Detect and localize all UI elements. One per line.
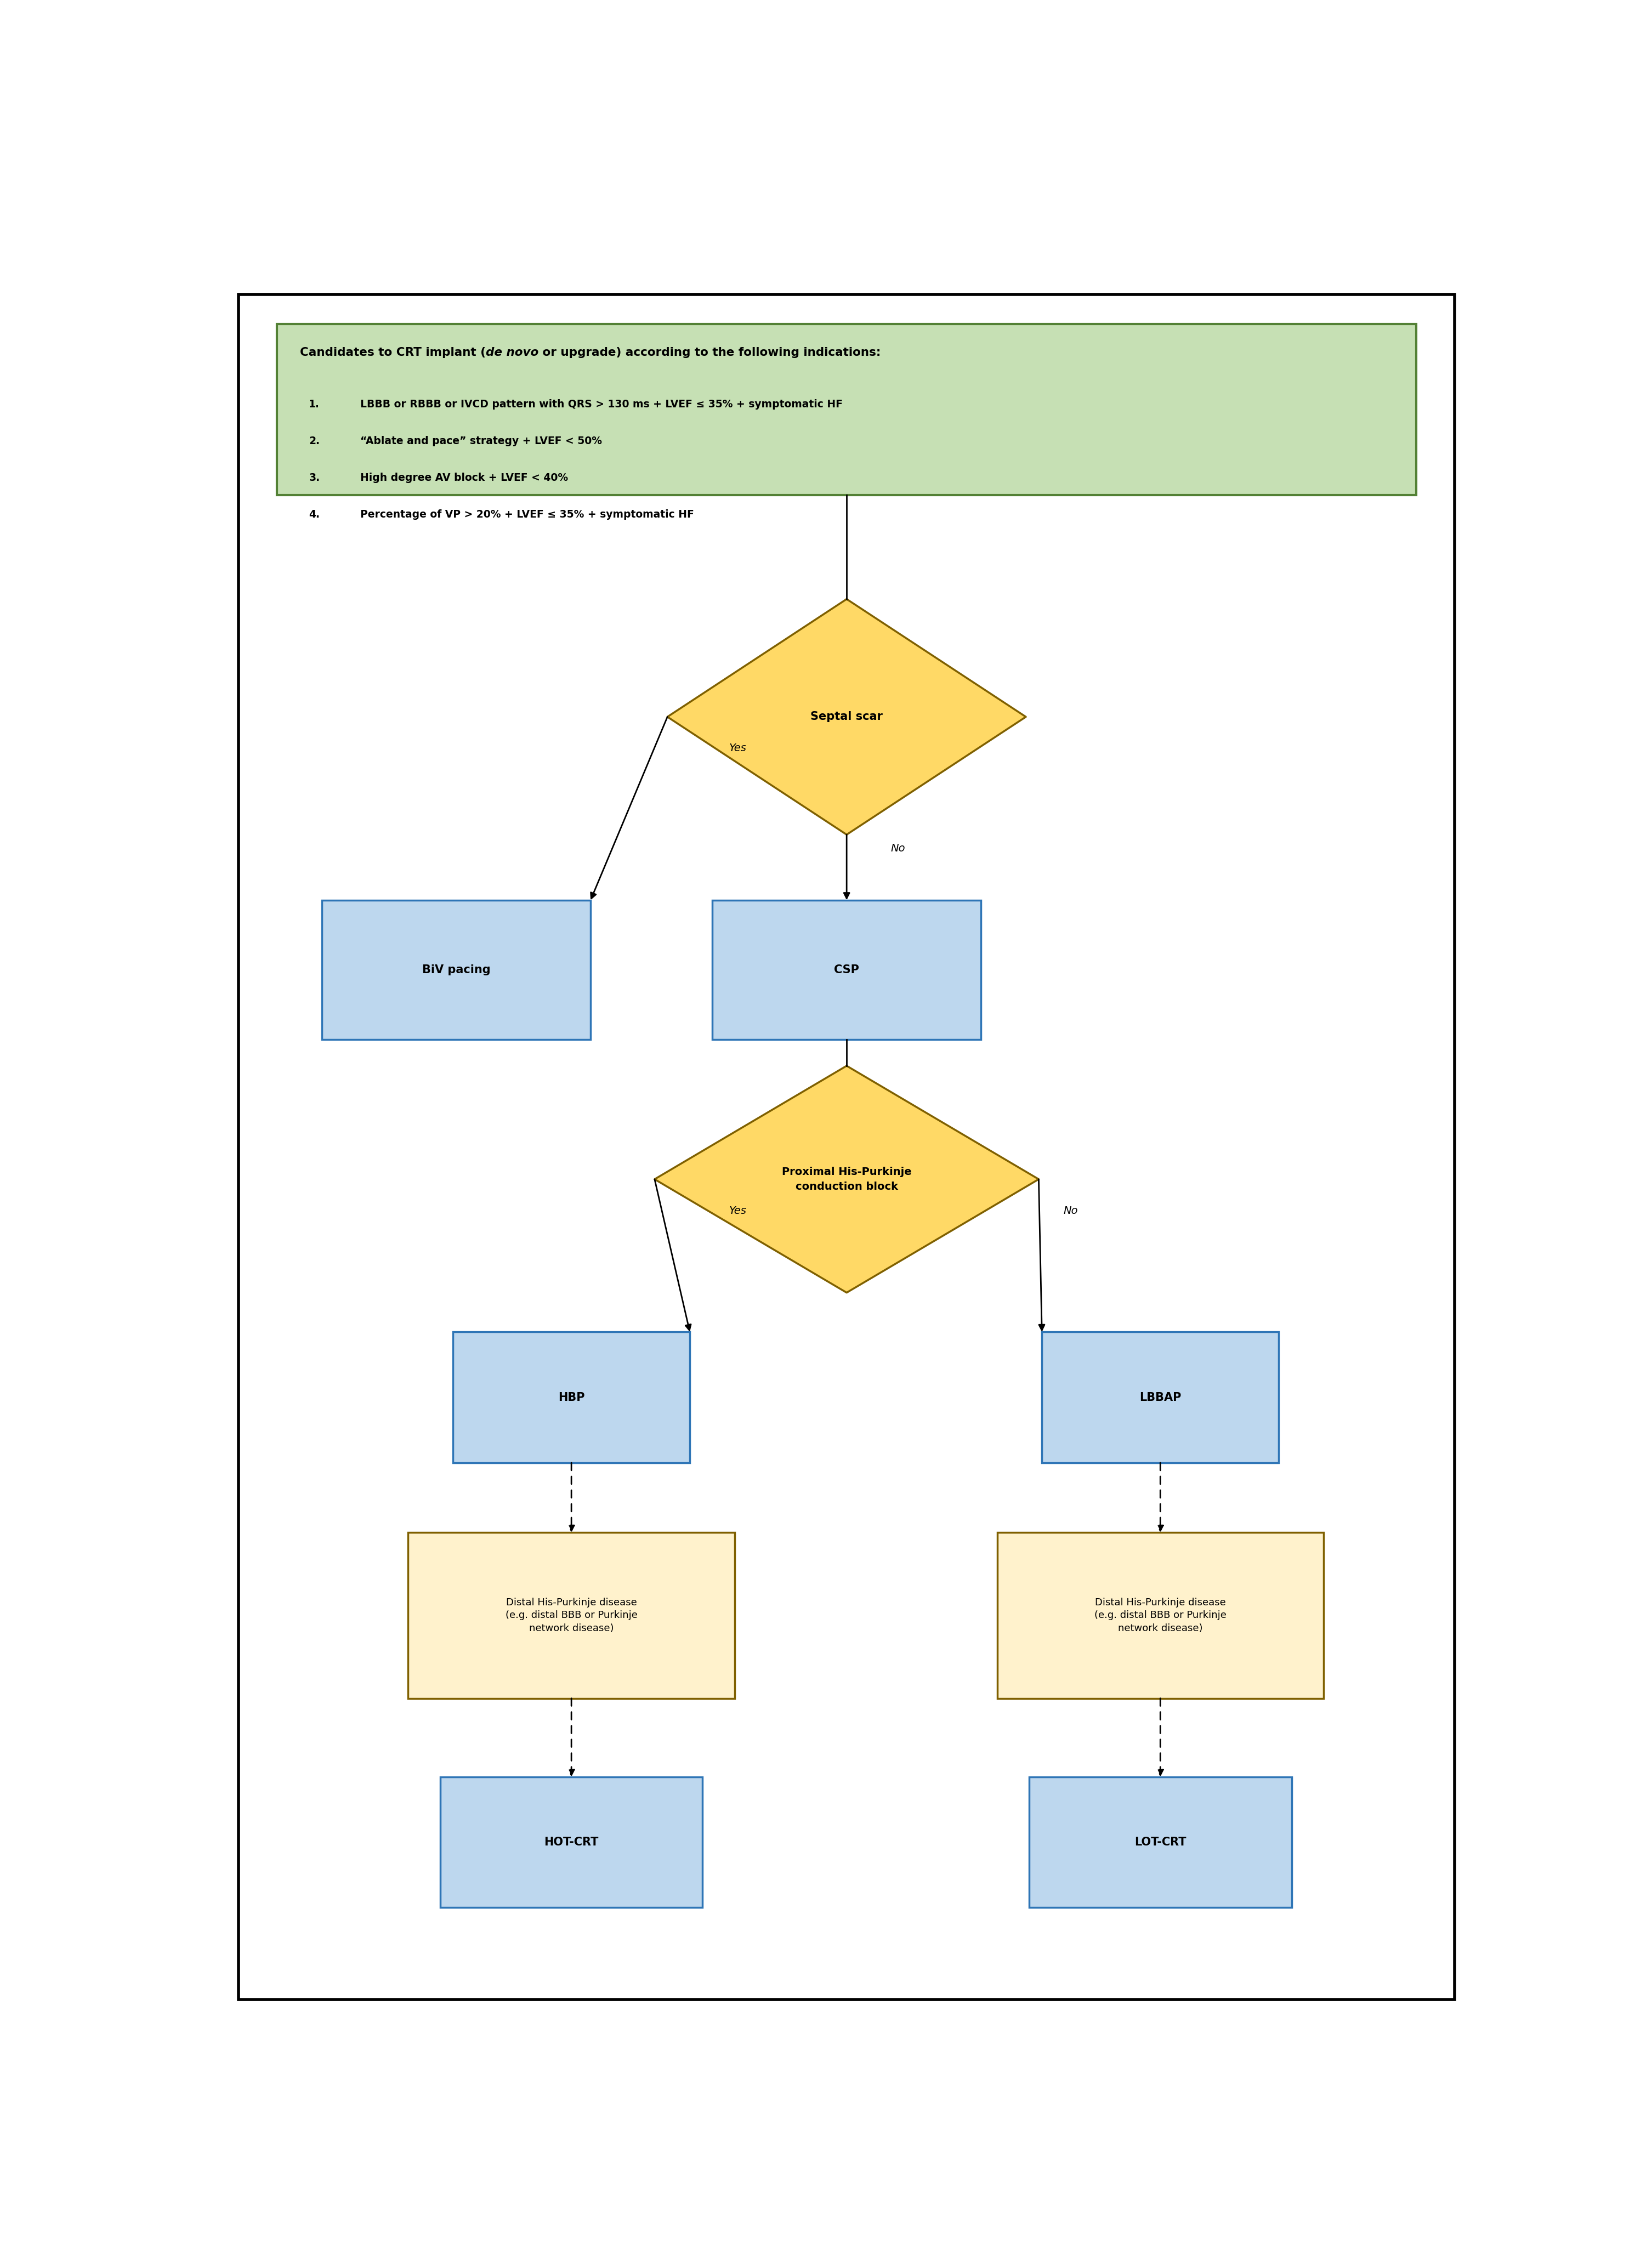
Text: 2.: 2. [309, 435, 320, 446]
Text: BiV pacing: BiV pacing [421, 965, 491, 974]
Text: Proximal His-Purkinje
conduction block: Proximal His-Purkinje conduction block [781, 1167, 912, 1192]
Text: High degree AV block + LVEF < 40%: High degree AV block + LVEF < 40% [360, 474, 568, 483]
Text: 4.: 4. [309, 510, 320, 519]
Text: Distal His-Purkinje disease
(e.g. distal BBB or Purkinje
network disease): Distal His-Purkinje disease (e.g. distal… [506, 1598, 638, 1634]
Bar [1042, 1332, 1279, 1464]
Text: Yes: Yes [729, 743, 747, 752]
Text: de novo: de novo [486, 347, 539, 358]
FancyBboxPatch shape [278, 324, 1416, 496]
Text: Yes: Yes [729, 1206, 747, 1217]
Bar [408, 1532, 735, 1697]
Bar [439, 1777, 702, 1908]
Bar [712, 900, 981, 1040]
Text: “Ablate and pace” strategy + LVEF < 50%: “Ablate and pace” strategy + LVEF < 50% [360, 435, 601, 446]
Text: 1.: 1. [309, 399, 320, 410]
Text: No: No [1064, 1206, 1079, 1217]
Text: Septal scar: Septal scar [811, 712, 882, 723]
Text: CSP: CSP [834, 965, 859, 974]
Polygon shape [667, 598, 1026, 834]
Bar [453, 1332, 691, 1464]
Text: Percentage of VP > 20% + LVEF ≤ 35% + symptomatic HF: Percentage of VP > 20% + LVEF ≤ 35% + sy… [360, 510, 694, 519]
Polygon shape [654, 1065, 1039, 1292]
Bar [1029, 1777, 1292, 1908]
Text: HBP: HBP [558, 1391, 585, 1403]
Bar [322, 900, 591, 1040]
Text: LBBB or RBBB or IVCD pattern with QRS > 130 ms + LVEF ≤ 35% + symptomatic HF: LBBB or RBBB or IVCD pattern with QRS > … [360, 399, 843, 410]
Text: LBBAP: LBBAP [1140, 1391, 1181, 1403]
Text: Distal His-Purkinje disease
(e.g. distal BBB or Purkinje
network disease): Distal His-Purkinje disease (e.g. distal… [1094, 1598, 1226, 1634]
Text: LOT-CRT: LOT-CRT [1135, 1838, 1186, 1847]
Text: No: No [890, 843, 905, 854]
Text: 3.: 3. [309, 474, 320, 483]
Text: Candidates to CRT implant (: Candidates to CRT implant ( [301, 347, 486, 358]
Text: or upgrade) according to the following indications:: or upgrade) according to the following i… [539, 347, 881, 358]
Bar [998, 1532, 1323, 1697]
Text: HOT-CRT: HOT-CRT [544, 1838, 598, 1847]
